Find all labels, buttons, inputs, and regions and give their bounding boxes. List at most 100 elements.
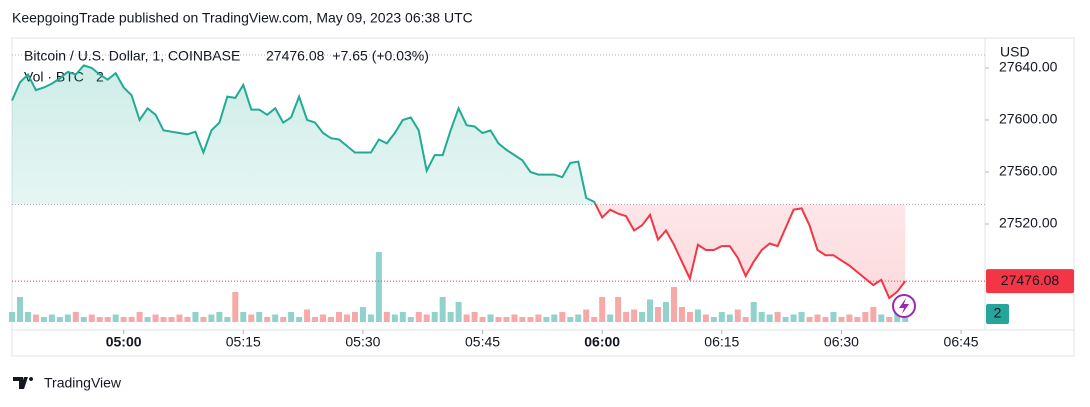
y-tick-label: 27640.00 xyxy=(999,59,1058,75)
volume-bar xyxy=(894,312,901,322)
logo xyxy=(13,377,34,389)
volume-bar xyxy=(232,292,239,322)
volume-bar xyxy=(479,317,486,322)
volume-bar xyxy=(160,317,167,322)
volume-bar xyxy=(136,312,143,322)
volume-bar xyxy=(774,312,781,322)
volume-badge xyxy=(986,304,1009,324)
volume-bar xyxy=(822,317,829,322)
volume-bar xyxy=(742,317,749,322)
currency: USD xyxy=(1000,44,1030,60)
volume-bar xyxy=(224,317,231,322)
x-tick-label: 06:00 xyxy=(584,334,620,350)
legend-price: 27476.08 xyxy=(266,48,325,64)
volume-bar xyxy=(248,314,255,322)
volume-bar xyxy=(391,314,398,322)
volume-bar xyxy=(662,302,669,322)
volume-bar xyxy=(702,314,709,322)
volume-bar xyxy=(351,312,358,322)
volume-bar xyxy=(399,312,406,322)
volume-bar xyxy=(551,314,558,322)
volume-bar xyxy=(200,317,207,322)
volume-bar xyxy=(9,312,15,322)
volume-bar xyxy=(407,317,414,322)
volume-bar xyxy=(623,312,630,322)
volume-bar xyxy=(639,312,646,322)
volume-badge-label: 2 xyxy=(994,305,1002,321)
volume-bar xyxy=(567,317,574,322)
volume-bar xyxy=(312,317,319,322)
publisher-note: KeepgoingTrade published on TradingView.… xyxy=(12,10,473,26)
volume-bar xyxy=(655,307,662,322)
volume-bar xyxy=(256,312,263,322)
volume-bar xyxy=(575,314,582,322)
volume-bar xyxy=(495,317,502,322)
volume-bar xyxy=(439,297,446,322)
volume-bar xyxy=(511,314,518,322)
volume-bar xyxy=(104,317,111,322)
volume-bar xyxy=(144,317,151,322)
y-tick-label: 27520.00 xyxy=(999,215,1058,231)
x-tick-label: 05:15 xyxy=(226,334,261,350)
area-below xyxy=(12,204,906,299)
volume-bar xyxy=(647,299,654,322)
volume-bar xyxy=(168,317,175,322)
volume-bar xyxy=(72,312,79,322)
volume-bar xyxy=(320,314,327,322)
volume-bar xyxy=(343,314,350,322)
volume-bar xyxy=(830,312,837,322)
volume-bar xyxy=(431,312,438,322)
volume-bar xyxy=(543,317,550,322)
volume-bar xyxy=(862,312,869,322)
volume-bar xyxy=(56,317,63,322)
replay-icon xyxy=(892,294,916,318)
volume-bar xyxy=(415,312,422,322)
replay-bolt xyxy=(899,298,909,314)
last-price-label: 27476.08 xyxy=(1001,272,1060,288)
volume-bar xyxy=(535,314,542,322)
volume-bar xyxy=(599,297,606,322)
volume-bar xyxy=(264,317,271,322)
volume-bar xyxy=(423,314,430,322)
volume-bar xyxy=(678,307,685,322)
price-line-above xyxy=(11,64,597,205)
volume-bar xyxy=(96,317,103,322)
volume-bar xyxy=(80,317,87,322)
volume-bar xyxy=(670,287,677,322)
volume-bar xyxy=(710,317,717,322)
volume-bar xyxy=(798,312,805,322)
volume-bar xyxy=(280,317,287,322)
volume-bar xyxy=(782,317,789,322)
volume-bar xyxy=(32,314,39,322)
volume-bar xyxy=(806,317,813,322)
volume-bar xyxy=(615,297,622,322)
volume-bar xyxy=(694,309,701,322)
volume-bar xyxy=(591,317,598,322)
volume-bar xyxy=(583,309,590,322)
volume-bar xyxy=(870,307,877,322)
volume-bar xyxy=(790,314,797,322)
last-price-badge xyxy=(986,269,1074,294)
volume-bar xyxy=(48,314,55,322)
volume-bar xyxy=(120,317,127,322)
brand: TradingView xyxy=(44,375,122,391)
volume-bar xyxy=(328,317,335,322)
volume-bar xyxy=(487,314,494,322)
volume-bar xyxy=(878,314,885,322)
volume-bar xyxy=(519,317,526,322)
volume-bar xyxy=(559,312,566,322)
volume-bar xyxy=(296,317,303,322)
volume-bar xyxy=(463,314,470,322)
volume-bar xyxy=(128,317,135,322)
volume-bar xyxy=(527,317,534,322)
volume-bar xyxy=(64,314,71,322)
volume-bar xyxy=(814,314,821,322)
volume-bar xyxy=(375,252,382,322)
volume-bar xyxy=(367,314,374,322)
x-tick-label: 06:30 xyxy=(824,334,859,350)
x-tick-label: 05:00 xyxy=(106,334,142,350)
volume-bar xyxy=(240,312,247,322)
volume-bar xyxy=(854,317,861,322)
volume-bar xyxy=(24,312,31,322)
